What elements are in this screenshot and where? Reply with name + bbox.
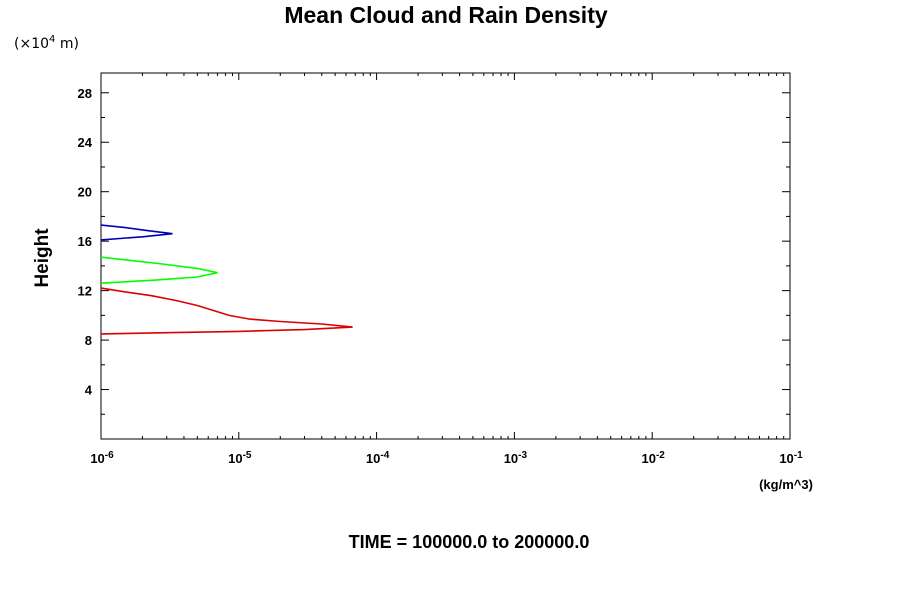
x-tick-base: 10	[642, 451, 656, 466]
y-tick-label: 20	[78, 185, 92, 200]
x-axis-unit: (kg/m^3)	[759, 477, 813, 492]
x-tick-label: 10-3	[504, 450, 528, 466]
x-tick-exponent: -1	[794, 450, 803, 461]
y-tick-label: 4	[85, 383, 93, 398]
series-line-1	[100, 287, 353, 335]
y-tick-label: 24	[78, 135, 93, 150]
x-tick-base: 10	[779, 451, 793, 466]
y-axis-label: Height	[32, 228, 53, 288]
x-tick-label: 10-1	[779, 450, 803, 466]
x-tick-label: 10-6	[90, 450, 114, 466]
x-tick-label: 10-5	[228, 450, 252, 466]
x-tick-base: 10	[90, 451, 104, 466]
time-range-footer: TIME = 100000.0 to 200000.0	[349, 532, 590, 552]
x-tick-base: 10	[366, 451, 380, 466]
chart-title: Mean Cloud and Rain Density	[284, 2, 608, 28]
data-series	[100, 224, 353, 335]
x-tick-exponent: -2	[656, 450, 665, 461]
y-tick-label: 12	[78, 284, 92, 299]
x-tick-label: 10-2	[642, 450, 666, 466]
series-line-3	[100, 224, 173, 241]
x-tick-base: 10	[228, 451, 242, 466]
x-tick-label: 10-4	[366, 450, 390, 466]
series-line-2	[100, 256, 218, 284]
x-tick-exponent: -6	[105, 450, 114, 461]
x-tick-exponent: -5	[243, 450, 252, 461]
plot-frame	[100, 72, 791, 440]
y-unit-tail: m)	[55, 36, 79, 52]
y-unit-base: (×10	[14, 36, 49, 52]
y-unit-exponent: 4	[49, 34, 55, 45]
x-tick-exponent: -4	[380, 450, 389, 461]
y-tick-label: 28	[78, 86, 92, 101]
y-tick-label: 16	[78, 234, 92, 249]
x-tick-base: 10	[504, 451, 518, 466]
y-tick-label: 8	[85, 333, 92, 348]
x-tick-exponent: -3	[518, 450, 527, 461]
y-axis-unit: (×104 m)	[14, 34, 79, 52]
